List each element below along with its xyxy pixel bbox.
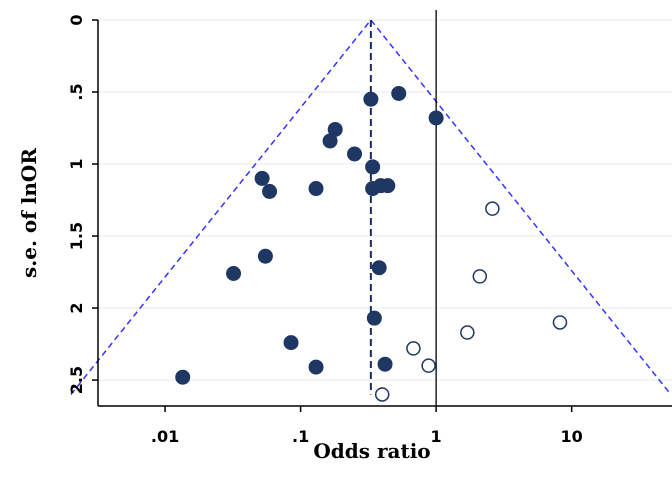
y-tick-label: 1.5	[67, 222, 86, 250]
x-axis-title: Odds ratio	[313, 439, 430, 463]
funnel-lines	[70, 10, 672, 406]
study-point-filled	[308, 181, 324, 197]
y-tick-label: 2.5	[67, 366, 86, 394]
study-point-filled	[254, 170, 270, 186]
x-tick-label: 10	[561, 427, 583, 446]
study-point-imputed	[421, 358, 436, 373]
study-point-filled	[363, 91, 379, 107]
study-point-imputed	[472, 269, 488, 284]
study-point-filled	[366, 310, 382, 326]
x-tick-label: 1	[431, 427, 442, 446]
study-point-filled	[262, 183, 278, 199]
study-point-imputed	[460, 325, 475, 340]
x-tick-label: .1	[292, 427, 309, 446]
study-point-imputed	[374, 387, 390, 402]
study-point-filled	[347, 146, 363, 162]
y-tick-label: 1	[67, 158, 86, 169]
study-point-filled	[308, 359, 324, 375]
study-point-filled	[257, 248, 273, 264]
study-point-filled	[377, 356, 393, 372]
study-point-filled	[283, 335, 299, 351]
study-point-imputed	[485, 201, 500, 216]
study-point-filled	[391, 85, 407, 101]
study-point-filled	[371, 260, 387, 276]
y-tick-label: .5	[67, 83, 86, 100]
y-axis-title: s.e. of lnOR	[17, 148, 41, 278]
study-point-filled	[226, 265, 242, 281]
study-point-filled	[365, 159, 381, 175]
axes	[97, 20, 672, 407]
study-point-imputed	[552, 315, 568, 330]
study-point-filled	[380, 178, 396, 194]
y-tick-label: 0	[67, 14, 86, 25]
gridlines	[98, 19, 672, 381]
tick-labels: 0 .5 1 1.5 2 2.5 .01 .1 1 10	[67, 14, 583, 446]
study-point-filled	[428, 110, 444, 126]
study-point-filled	[322, 133, 338, 149]
study-point-filled	[175, 369, 191, 385]
data-points	[175, 85, 568, 402]
x-tick-label: .01	[151, 427, 179, 446]
y-tick-label: 2	[67, 302, 86, 313]
study-point-imputed	[406, 341, 421, 356]
